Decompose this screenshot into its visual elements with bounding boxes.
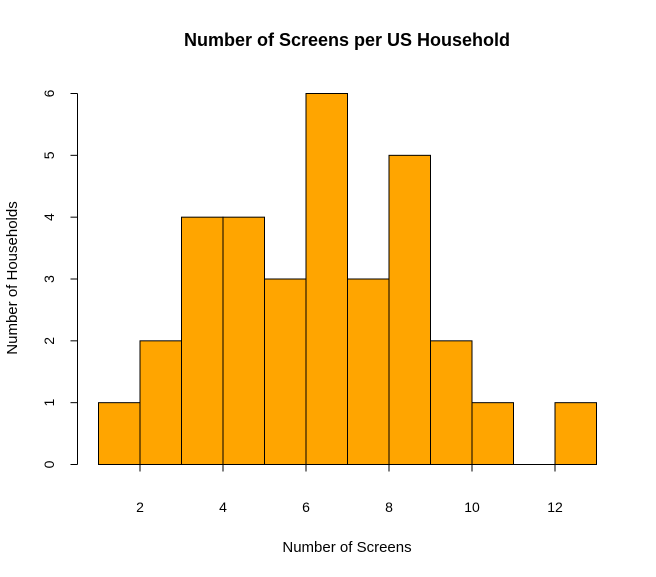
x-axis-label: Number of Screens — [282, 539, 411, 556]
histogram-bar-9 — [430, 340, 473, 466]
x-tick-label: 8 — [385, 499, 393, 515]
histogram-bar-12 — [554, 402, 597, 465]
histogram-bar-5 — [264, 278, 307, 465]
x-axis: 2 4 6 8 10 12 — [136, 464, 563, 515]
y-tick-label: 1 — [41, 399, 57, 407]
x-tick-label: 6 — [302, 499, 310, 515]
y-tick-label: 5 — [41, 151, 57, 159]
histogram-bar-2 — [139, 340, 182, 466]
y-axis-label: Number of Households — [4, 201, 21, 354]
histogram-bar-4 — [222, 216, 265, 465]
histogram-bar-10 — [471, 402, 514, 465]
y-tick-label: 3 — [41, 275, 57, 283]
y-tick-label: 0 — [41, 460, 57, 468]
bars-group — [98, 93, 597, 466]
x-tick-label: 12 — [547, 499, 563, 515]
y-tick-label: 2 — [41, 337, 57, 345]
histogram-bar-8 — [388, 154, 431, 465]
histogram-bar-7 — [347, 278, 390, 465]
chart-title: Number of Screens per US Household — [184, 30, 510, 50]
x-tick-label: 10 — [464, 499, 480, 515]
histogram-bar-1 — [98, 402, 141, 465]
y-tick-label: 6 — [41, 89, 57, 97]
y-tick-label: 4 — [41, 213, 57, 221]
x-tick-label: 4 — [219, 499, 227, 515]
histogram-bar-6 — [305, 93, 348, 465]
histogram-bar-3 — [181, 216, 224, 465]
x-tick-label: 2 — [136, 499, 144, 515]
y-axis: 0 1 2 3 4 5 6 — [41, 89, 78, 468]
